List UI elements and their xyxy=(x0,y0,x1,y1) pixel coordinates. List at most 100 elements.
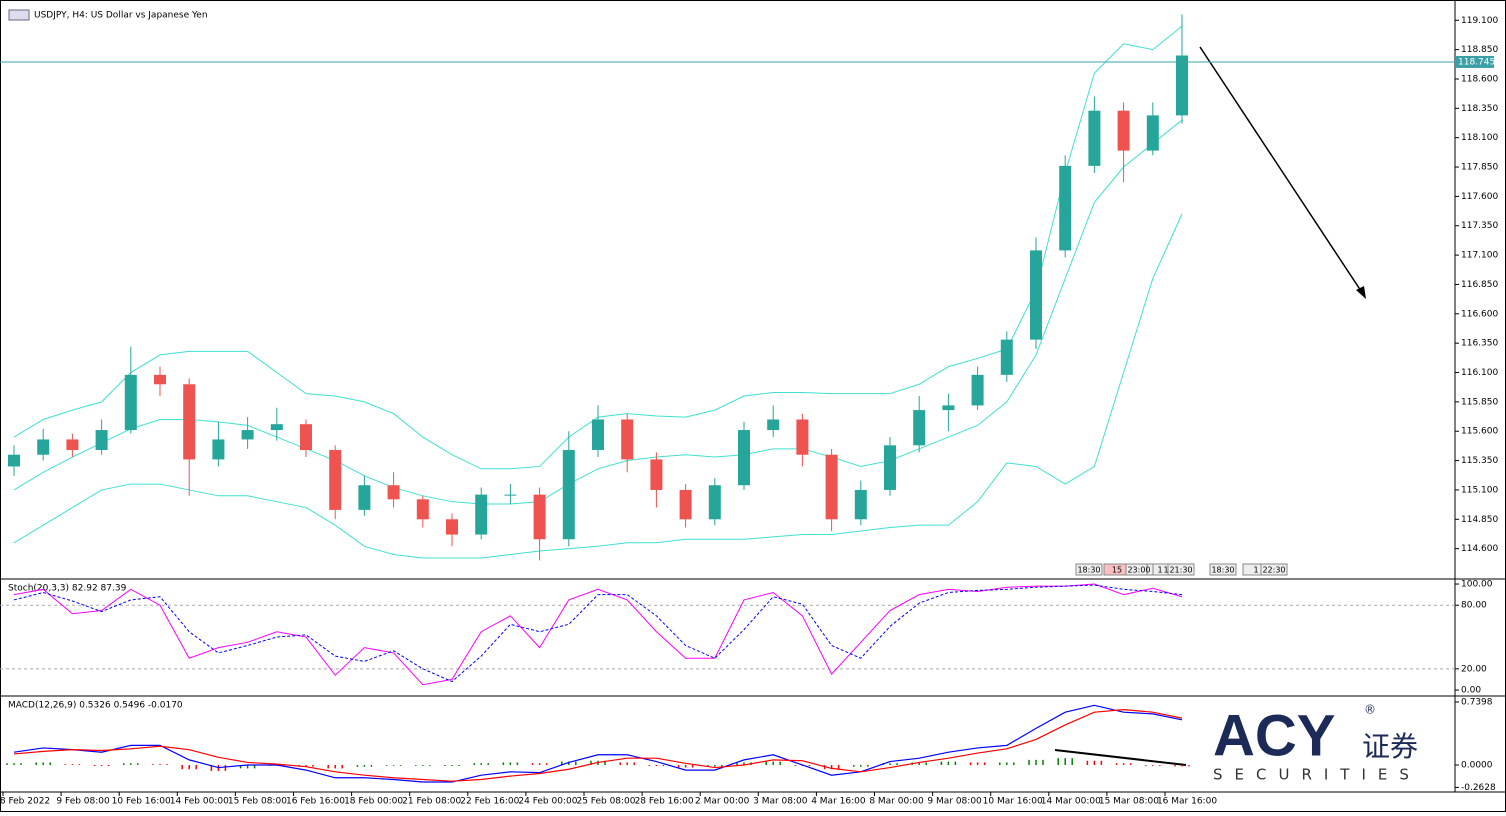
candle-body xyxy=(854,489,867,520)
candle-body xyxy=(387,485,400,500)
x-tick-label: 14 Feb 00:00 xyxy=(170,797,229,807)
y-tick-label: 118.350 xyxy=(1461,104,1498,114)
candle-body xyxy=(562,450,575,540)
x-tick-label: 21 Feb 08:00 xyxy=(402,797,461,807)
y-tick-label: 116.100 xyxy=(1461,368,1498,378)
candle-body xyxy=(1088,110,1101,166)
price-tag-label: 118.745 xyxy=(1458,57,1495,67)
candle-body xyxy=(446,519,458,535)
y-tick-label: 119.100 xyxy=(1461,16,1498,26)
time-marker-box xyxy=(1075,563,1103,576)
candle-body xyxy=(183,384,196,460)
y-tick-label: 114.600 xyxy=(1461,544,1498,554)
x-tick-label: 9 Mar 08:00 xyxy=(927,797,982,807)
y-tick-label: 117.350 xyxy=(1461,221,1498,231)
x-tick-label: 15 Feb 08:00 xyxy=(228,797,287,807)
x-tick-label: 28 Feb 16:00 xyxy=(635,797,694,807)
y-tick-label: 116.850 xyxy=(1461,280,1498,290)
candle-body xyxy=(913,410,926,446)
x-tick-label: 22 Feb 16:00 xyxy=(460,797,519,807)
x-tick-label: 8 Mar 00:00 xyxy=(869,797,924,807)
y-tick-label: 118.100 xyxy=(1461,133,1498,143)
divergence-line xyxy=(1054,749,1187,766)
time-marker: 1 xyxy=(1157,566,1162,575)
x-tick-label: 10 Mar 16:00 xyxy=(983,797,1043,807)
candle-body xyxy=(621,419,634,460)
y-tick-label: 117.600 xyxy=(1461,192,1498,202)
y-tick-label: -0.2628 xyxy=(1461,783,1496,793)
indicator-line xyxy=(13,704,1183,783)
chart-title: USDJPY, H4: US Dollar vs Japanese Yen xyxy=(34,11,208,21)
y-tick-label: 117.850 xyxy=(1461,163,1498,173)
time-marker: 22:30 xyxy=(1262,566,1285,575)
candle-body xyxy=(650,459,663,490)
y-tick-label: 115.100 xyxy=(1461,485,1498,495)
time-marker: 23:00 xyxy=(1127,566,1150,575)
y-tick-label: 115.600 xyxy=(1461,427,1498,437)
indicator-line xyxy=(13,584,1183,683)
time-marker: 1 xyxy=(1163,566,1168,575)
symbol-icon xyxy=(8,9,30,21)
candle-body xyxy=(300,424,312,451)
logo: ACY 证券 SECURITIES ® xyxy=(1213,703,1421,784)
candle-body xyxy=(37,439,50,455)
candle-body xyxy=(475,494,488,535)
candle-body xyxy=(358,485,371,510)
y-tick-label: 118.600 xyxy=(1461,74,1498,84)
candle-body xyxy=(942,405,955,411)
time-marker: 18:30 xyxy=(1211,566,1234,575)
y-tick-label: 114.850 xyxy=(1461,515,1498,525)
candle-body xyxy=(124,374,137,431)
time-marker-box xyxy=(1167,563,1195,576)
time-marker-box xyxy=(1209,563,1237,576)
indicator-line xyxy=(13,213,1183,559)
time-marker: 18:30 xyxy=(1077,566,1100,575)
candle-body xyxy=(504,494,517,496)
candle-body xyxy=(796,419,809,455)
candle-body xyxy=(767,419,780,431)
y-tick-label: 100.00 xyxy=(1461,580,1493,590)
y-tick-label: 0.7398 xyxy=(1461,697,1493,707)
macd-title: MACD(12,26,9) 0.5326 0.5496 -0.0170 xyxy=(8,701,183,711)
y-tick-label: 116.600 xyxy=(1461,309,1498,319)
indicator-line xyxy=(13,709,1183,782)
candle-body xyxy=(241,430,254,440)
time-marker-box xyxy=(1260,563,1288,576)
x-tick-label: 10 Feb 16:00 xyxy=(112,797,171,807)
candle-body xyxy=(592,419,604,451)
x-tick-label: 24 Feb 00:00 xyxy=(518,797,577,807)
stoch-title: Stoch(20,3,3) 82.92 87.39 xyxy=(8,584,127,594)
x-tick-label: 14 Mar 00:00 xyxy=(1041,797,1101,807)
candle-body xyxy=(971,374,984,406)
candle-body xyxy=(1146,115,1159,151)
y-tick-label: 116.350 xyxy=(1461,339,1498,349)
time-marker: 21:30 xyxy=(1169,566,1192,575)
candle-body xyxy=(825,454,838,520)
candle-body xyxy=(1059,165,1072,251)
candle-body xyxy=(66,439,79,451)
x-tick-label: 2 Mar 00:00 xyxy=(695,797,750,807)
candle-body xyxy=(708,485,721,520)
x-tick-label: 9 Feb 08:00 xyxy=(56,797,110,807)
time-marker: 15 xyxy=(1112,566,1122,575)
candle-body xyxy=(1000,339,1013,375)
candle-body xyxy=(416,499,429,520)
x-tick-label: 16 Mar 16:00 xyxy=(1157,797,1217,807)
logo-cn: 证券 xyxy=(1362,730,1418,763)
candle-body xyxy=(154,374,166,385)
time-marker: 1 xyxy=(1253,566,1258,575)
y-tick-label: 115.850 xyxy=(1461,397,1498,407)
y-tick-label: 0.0000 xyxy=(1461,760,1493,770)
candle-body xyxy=(679,489,692,520)
y-tick-label: 0.00 xyxy=(1461,686,1481,696)
logo-mark: ® xyxy=(1364,703,1376,717)
y-tick-label: 115.350 xyxy=(1461,456,1498,466)
x-tick-label: 16 Feb 16:00 xyxy=(286,797,345,807)
y-tick-label: 80.00 xyxy=(1461,601,1487,611)
x-tick-label: 15 Mar 08:00 xyxy=(1099,797,1159,807)
arrow-head xyxy=(1356,286,1366,299)
candle-body xyxy=(884,445,896,490)
logo-tag: SECURITIES xyxy=(1213,766,1421,784)
